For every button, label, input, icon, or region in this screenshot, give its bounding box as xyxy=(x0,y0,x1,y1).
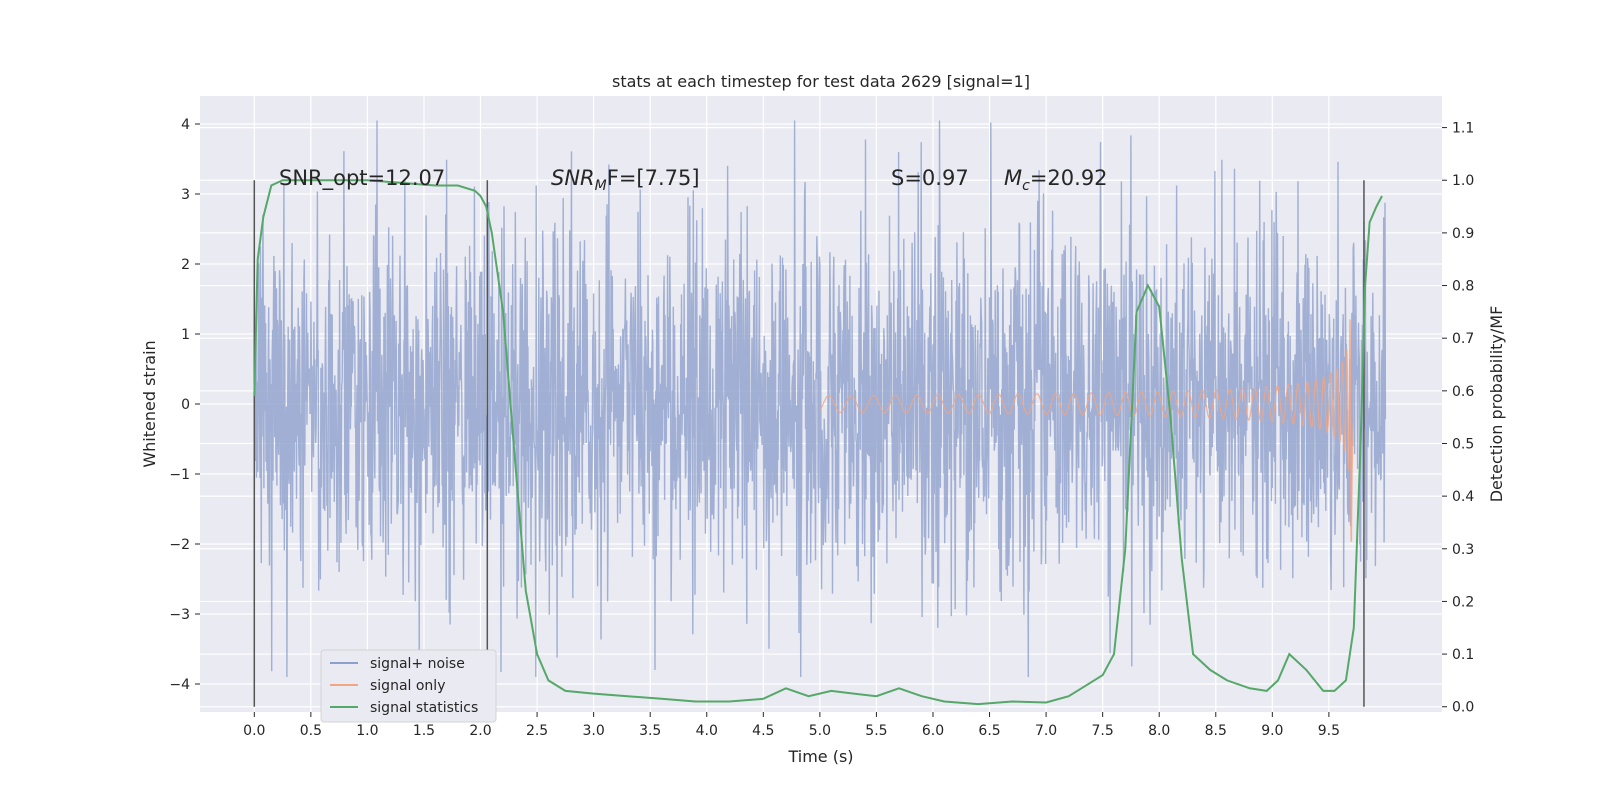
x-tick-label: 4.0 xyxy=(696,723,718,739)
y2-tick-label: 0.9 xyxy=(1452,226,1474,242)
x-tick-label: 6.0 xyxy=(922,723,944,739)
plot-area xyxy=(253,120,1387,707)
y-tick-label: 4 xyxy=(181,117,190,133)
y-tick-label: −1 xyxy=(169,467,190,483)
y2-tick-label: 0.4 xyxy=(1452,489,1474,505)
x-tick-label: 0.0 xyxy=(243,723,265,739)
y-tick-label: 0 xyxy=(181,397,190,413)
x-tick-label: 3.5 xyxy=(639,723,661,739)
x-tick-label: 9.0 xyxy=(1261,723,1283,739)
y2-axis-ticks: 1.1 1.0 0.9 0.8 0.7 0.6 0.5 0.4 0.3 0.2 0.1 0.0 xyxy=(1442,121,1474,716)
annotation-mc: Mc=20.92 xyxy=(1004,166,1108,194)
x-tick-label: 3.0 xyxy=(583,723,605,739)
x-tick-label: 7.0 xyxy=(1035,723,1057,739)
y-tick-label: −4 xyxy=(169,677,190,693)
y2-tick-label: 1.0 xyxy=(1452,173,1474,189)
x-tick-label: 8.5 xyxy=(1205,723,1227,739)
y2-tick-label: 0.6 xyxy=(1452,384,1474,400)
legend: signal+ noise signal only signal statist… xyxy=(320,649,497,723)
y-tick-label: −2 xyxy=(169,537,190,553)
x-tick-label: 4.5 xyxy=(752,723,774,739)
vertical-markers xyxy=(253,180,1365,707)
x-tick-label: 6.5 xyxy=(978,723,1000,739)
x-tick-label: 8.0 xyxy=(1148,723,1170,739)
y2-tick-label: 0.0 xyxy=(1452,700,1474,716)
y2-tick-label: 0.1 xyxy=(1452,647,1474,663)
y-tick-label: 3 xyxy=(181,187,190,203)
legend-label-signal-noise: signal+ noise xyxy=(370,656,465,672)
y2-tick-label: 0.7 xyxy=(1452,331,1474,347)
legend-label-signal-statistics: signal statistics xyxy=(370,700,478,716)
y2-tick-label: 0.2 xyxy=(1452,594,1474,610)
y2-tick-label: 1.1 xyxy=(1452,121,1474,137)
annotation-snr-opt: SNR_opt=12.07 xyxy=(279,166,445,191)
x-axis-ticks: 0.0 0.5 1.0 1.5 2.0 2.5 3.0 3.5 4.0 4.5 5.0 5.5 6.0 6… xyxy=(243,712,1340,739)
chart-title: stats at each timestep for test data 262… xyxy=(612,72,1030,91)
x-tick-label: 2.5 xyxy=(526,723,548,739)
y-axis-label: Whitened strain xyxy=(140,340,159,467)
series-signal-statistics xyxy=(253,179,1383,706)
x-tick-label: 0.5 xyxy=(300,723,322,739)
x-axis-label: Time (s) xyxy=(787,747,853,766)
y-axis-ticks: 4 3 2 1 0 −1 −2 −3 −4 xyxy=(169,117,200,693)
y2-tick-label: 0.5 xyxy=(1452,436,1474,452)
legend-label-signal-only: signal only xyxy=(370,678,445,694)
x-tick-label: 1.5 xyxy=(413,723,435,739)
x-tick-label: 2.0 xyxy=(469,723,491,739)
annotation-snr-mf: SNRMF=[7.75] xyxy=(551,166,700,194)
y-tick-label: 2 xyxy=(181,257,190,273)
x-tick-label: 1.0 xyxy=(356,723,378,739)
y2-tick-label: 0.8 xyxy=(1452,279,1474,295)
x-tick-label: 7.5 xyxy=(1092,723,1114,739)
y-tick-label: −3 xyxy=(169,607,190,623)
x-tick-label: 5.0 xyxy=(809,723,831,739)
x-tick-label: 5.5 xyxy=(865,723,887,739)
y2-axis-label: Detection probability/MF xyxy=(1487,306,1506,503)
series-signal-noise xyxy=(253,120,1387,678)
annotation-s: S=0.97 xyxy=(891,166,969,190)
x-tick-label: 9.5 xyxy=(1318,723,1340,739)
y-tick-label: 1 xyxy=(181,327,190,343)
y2-tick-label: 0.3 xyxy=(1452,542,1474,558)
series-signal-only xyxy=(819,319,1355,542)
legend-box xyxy=(320,649,497,723)
